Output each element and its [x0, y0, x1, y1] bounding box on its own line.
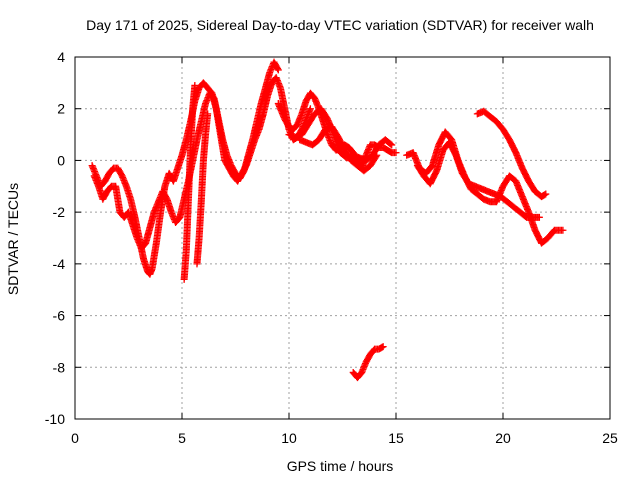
x-tick-label: 5 — [178, 430, 186, 446]
x-tick-label: 10 — [281, 430, 297, 446]
series-track-h — [413, 138, 543, 221]
y-axis-label: SDTVAR / TECUs — [5, 183, 21, 295]
series-track-f — [349, 343, 387, 382]
y-tick-label: 0 — [57, 152, 65, 168]
x-axis-ticks: 0 5 10 15 20 25 — [71, 57, 618, 446]
y-tick-label: -6 — [53, 308, 66, 324]
data-point — [542, 190, 550, 198]
data-point — [388, 141, 396, 149]
y-tick-label: 4 — [57, 49, 65, 65]
x-tick-label: 25 — [602, 430, 618, 446]
data-point — [379, 343, 387, 351]
data-point — [373, 151, 381, 159]
data-points — [88, 58, 567, 382]
data-point — [372, 153, 380, 161]
x-tick-label: 20 — [495, 430, 511, 446]
data-point — [204, 110, 212, 118]
data-point — [535, 213, 543, 221]
data-point — [191, 81, 199, 89]
data-point — [387, 140, 395, 148]
data-point — [274, 66, 282, 74]
data-point — [274, 65, 282, 73]
y-tick-label: -4 — [53, 256, 66, 272]
data-point — [306, 105, 314, 113]
series-track-i — [473, 107, 550, 201]
y-tick-label: 2 — [57, 101, 65, 117]
series-spike-2 — [193, 110, 212, 268]
series-spike-1 — [180, 81, 199, 283]
plot-frame — [74, 56, 611, 420]
x-axis-label: GPS time / hours — [287, 458, 394, 474]
y-tick-label: -2 — [53, 204, 66, 220]
y-tick-label: -8 — [53, 359, 66, 375]
data-point — [392, 149, 400, 157]
data-point — [559, 226, 567, 234]
y-axis-ticks: -10 -8 -6 -4 -2 0 2 4 — [45, 49, 610, 427]
x-tick-label: 15 — [388, 430, 404, 446]
chart-title: Day 171 of 2025, Sidereal Day-to-day VTE… — [86, 17, 594, 33]
y-tick-label: -10 — [45, 411, 65, 427]
series-track-b — [90, 58, 282, 252]
x-tick-label: 0 — [71, 430, 79, 446]
series-track-e — [296, 123, 381, 175]
